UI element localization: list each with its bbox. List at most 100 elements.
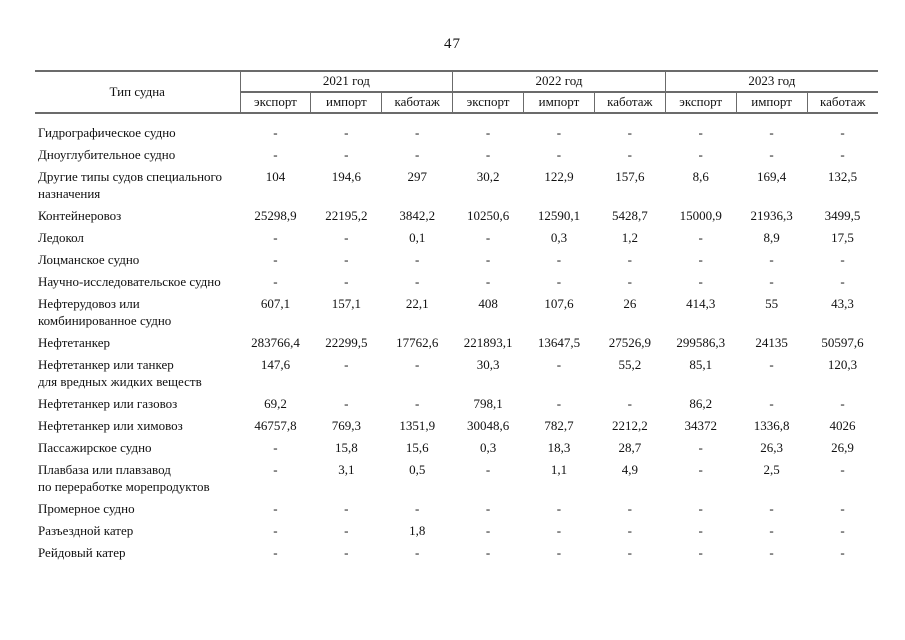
value-cell: - [344, 523, 349, 538]
value-cell: 24135 [755, 335, 788, 350]
value-cell: - [344, 125, 349, 140]
column-header-cabotage-2021: каботаж [381, 92, 453, 114]
header-row-years: Тип судна 2021 год 2022 год 2023 год [35, 70, 878, 114]
value-cell: 15,6 [405, 440, 429, 455]
table-row: Лоцманское судно - - - - - - - - - [35, 249, 878, 271]
value-cell: 69,2 [264, 396, 287, 411]
value-cell: 1,1 [550, 462, 568, 477]
value-cell: - [840, 462, 845, 477]
value-cell: - [485, 523, 491, 538]
table-row: Другие типы судов специального назначения… [35, 166, 878, 205]
value-cell: - [344, 501, 349, 516]
value-cell: 132,5 [827, 169, 858, 184]
value-cell: 414,3 [686, 296, 716, 311]
vessel-type-label: Плавбаза или плавзавод по переработке мор… [38, 462, 210, 494]
value-cell: 221893,1 [463, 335, 513, 350]
value-cell: - [698, 274, 703, 289]
value-cell: - [273, 230, 278, 245]
value-cell: - [769, 125, 774, 140]
value-cell: - [344, 545, 349, 560]
value-cell: - [627, 545, 632, 560]
value-cell: 120,3 [827, 357, 858, 372]
value-cell: 27526,9 [608, 335, 651, 350]
value-cell: 12590,1 [537, 208, 581, 223]
value-cell: 8,9 [763, 230, 780, 245]
value-cell: 2,5 [763, 462, 780, 477]
value-cell: - [344, 230, 349, 245]
value-cell: - [769, 523, 774, 538]
value-cell: 25298,9 [254, 208, 297, 223]
value-cell: - [556, 545, 562, 560]
value-cell: 607,1 [260, 296, 291, 311]
value-cell: - [556, 501, 562, 516]
value-cell: 22195,2 [325, 208, 368, 223]
value-cell: - [415, 357, 420, 372]
value-cell: 30,2 [476, 169, 500, 184]
value-cell: 17,5 [831, 230, 854, 245]
value-cell: 28,7 [618, 440, 642, 455]
value-cell: 85,1 [689, 357, 713, 372]
page-number: 47 [444, 36, 461, 52]
column-header-year-2023: 2023 год [664, 70, 878, 93]
value-cell: 147,6 [260, 357, 291, 372]
value-cell: 104 [265, 169, 286, 184]
value-cell: - [627, 523, 632, 538]
value-cell: - [769, 357, 774, 372]
value-cell: - [273, 125, 278, 140]
table-row: Научно-исследовательское судно - - - - - - - - - [35, 271, 878, 293]
vessel-type-label: Рейдовый катер [38, 545, 126, 560]
value-cell: - [556, 396, 562, 411]
value-cell: - [840, 252, 845, 267]
value-cell: - [273, 523, 278, 538]
value-cell: - [769, 396, 774, 411]
value-cell: 5428,7 [611, 208, 648, 223]
value-cell: 15000,9 [679, 208, 722, 223]
value-cell: - [344, 147, 349, 162]
vessel-types-table: Тип судна 2021 год 2022 год 2023 год экс… [35, 70, 878, 564]
value-cell: 157,6 [615, 169, 645, 184]
column-header-export-2021: экспорт [239, 92, 311, 114]
table-row: Пассажирское судно - 15,8 15,6 0,3 18,3 28,7 - 2… [35, 437, 878, 459]
table-row: Ледокол - - 0,1 - 0,3 1,2 - 8,9 17,5 [35, 227, 878, 249]
value-cell: - [698, 147, 703, 162]
value-cell: 169,4 [756, 169, 787, 184]
column-header-vessel-type: Тип судна [35, 70, 241, 114]
value-cell: 4,9 [621, 462, 638, 477]
table-row: Разъездной катер - - 1,8 - - - - - - [35, 520, 878, 542]
value-cell: - [698, 523, 703, 538]
value-cell: 283766,4 [251, 335, 300, 350]
vessel-type-label: Ледокол [38, 230, 84, 245]
value-cell: 122,9 [544, 169, 574, 184]
column-header-import-2022: импорт [523, 92, 595, 114]
table-header: Тип судна 2021 год 2022 год 2023 год экс… [35, 70, 878, 114]
value-cell: - [485, 252, 491, 267]
value-cell: - [415, 545, 420, 560]
vessel-type-label: Нефтетанкер или танкер для вредных жидких… [38, 357, 202, 389]
vessel-type-label: Контейнеровоз [38, 208, 122, 223]
value-cell: 0,3 [479, 440, 497, 455]
value-cell: 43,3 [831, 296, 854, 311]
vessel-type-label: Лоцманское судно [38, 252, 140, 267]
value-cell: - [485, 545, 491, 560]
value-cell: - [840, 396, 845, 411]
column-header-year-2021: 2021 год [239, 70, 453, 93]
value-cell: - [698, 545, 703, 560]
value-cell: 10250,6 [466, 208, 510, 223]
value-cell: 8,6 [692, 169, 709, 184]
value-cell: 769,3 [331, 418, 361, 433]
value-cell: 1,2 [621, 230, 638, 245]
value-cell: 157,1 [331, 296, 361, 311]
value-cell: 15,8 [334, 440, 358, 455]
value-cell: - [698, 440, 703, 455]
value-cell: - [273, 545, 278, 560]
value-cell: - [485, 230, 491, 245]
vessel-type-label: Нефтетанкер или газовоз [38, 396, 178, 411]
vessel-type-label: Нефтетанкер [38, 335, 111, 350]
column-header-export-2022: экспорт [452, 92, 524, 114]
value-cell: - [485, 501, 491, 516]
value-cell: 297 [407, 169, 427, 184]
value-cell: - [273, 440, 278, 455]
column-header-cabotage-2023: каботаж [806, 92, 878, 114]
value-cell: - [415, 125, 420, 140]
table-row: Дноуглубительное судно - - - - - - - - - [35, 144, 878, 166]
